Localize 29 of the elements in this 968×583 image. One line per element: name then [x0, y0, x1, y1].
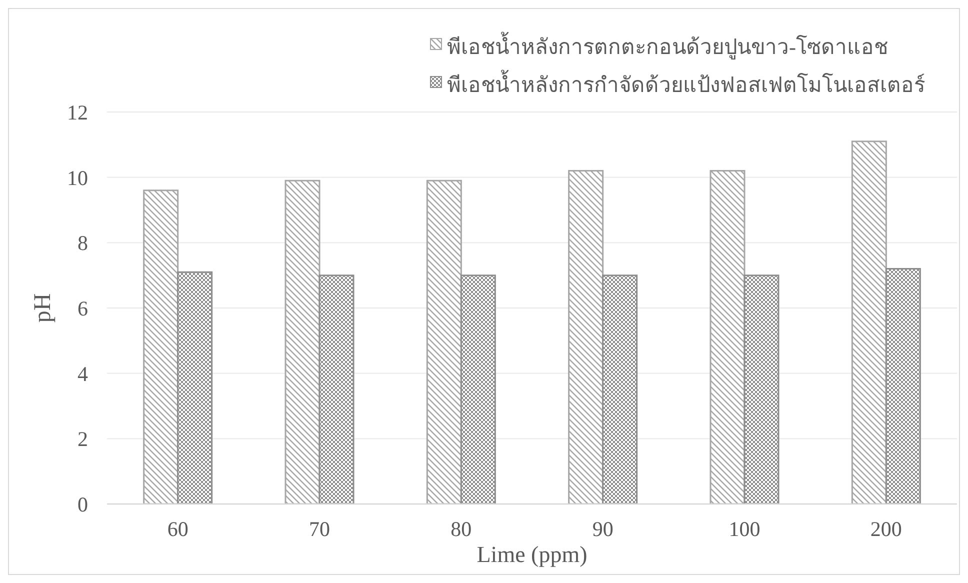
bar	[885, 268, 921, 504]
bar	[460, 274, 496, 504]
bar	[143, 190, 179, 504]
bar	[177, 271, 213, 504]
bar	[602, 274, 638, 504]
x-tick-label: 70	[309, 516, 330, 541]
x-tick-label: 90	[592, 516, 614, 541]
y-tick-label: 8	[78, 231, 88, 256]
y-tick-label: 2	[78, 427, 88, 452]
bar	[851, 140, 887, 504]
bar	[284, 180, 320, 504]
legend-label: พีเอชน้ำหลังการกำจัดด้วยแป้งฟอสเฟตโมโนเอสเตอร์	[447, 68, 925, 99]
legend-label: พีเอชน้ำหลังการตกตะกอนด้วยปูนขาว-โซดาแอช	[447, 30, 888, 62]
x-tick-label: 200	[870, 516, 902, 541]
x-tick-label: 100	[728, 516, 760, 541]
bar	[568, 170, 604, 504]
x-tick-label: 80	[450, 516, 472, 541]
bar	[426, 180, 462, 504]
y-tick-label: 10	[67, 166, 88, 190]
bar	[710, 170, 746, 504]
x-tick-label: 60	[167, 516, 188, 541]
y-tick-label: 4	[78, 362, 88, 386]
y-tick-label: 0	[78, 492, 88, 516]
y-tick-label: 12	[67, 100, 88, 124]
bar	[744, 274, 780, 504]
y-axis-title: pH	[30, 293, 56, 323]
bar	[318, 274, 354, 504]
x-axis-title: Lime (ppm)	[476, 542, 588, 567]
y-tick-label: 6	[78, 296, 88, 320]
